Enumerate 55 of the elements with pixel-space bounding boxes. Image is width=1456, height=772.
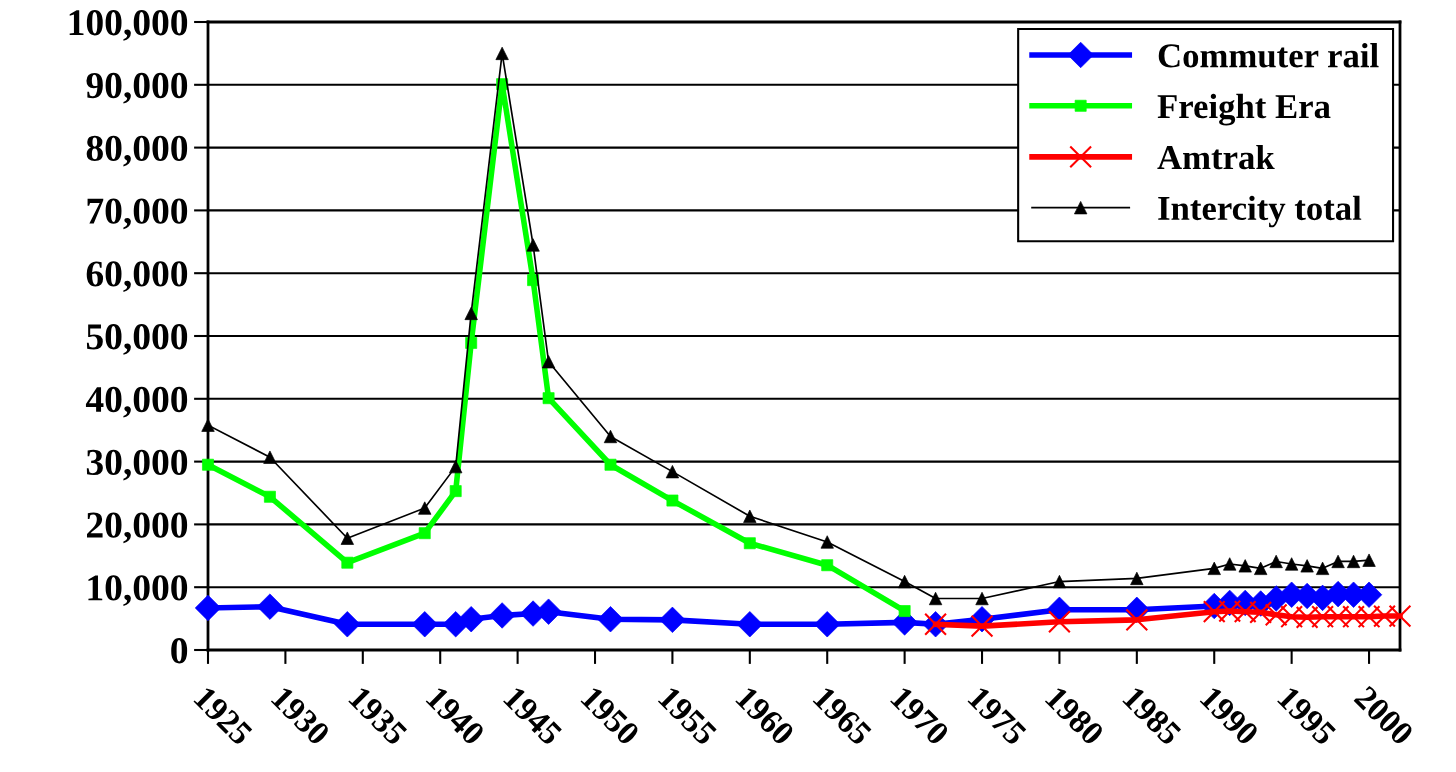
x-tick-label: 1965 bbox=[812, 685, 873, 747]
x-tick-label: 1975 bbox=[967, 685, 1028, 747]
x-tick-label: 1945 bbox=[502, 685, 564, 747]
point bbox=[1311, 605, 1335, 629]
y-tick-label: 90,000 bbox=[86, 72, 188, 104]
y-tick-label: 80,000 bbox=[86, 135, 188, 167]
x-tick-label: 1990 bbox=[1199, 685, 1260, 747]
y-tick-label: 100,000 bbox=[69, 10, 188, 41]
x-tick-label: 1985 bbox=[1122, 685, 1183, 747]
y-tick-label: 20,000 bbox=[87, 512, 188, 544]
point bbox=[1125, 608, 1149, 632]
legend-label: Commuter rail bbox=[1158, 43, 1379, 68]
x-tick-label: 1995 bbox=[1276, 685, 1338, 747]
x-tick-label: 1930 bbox=[270, 685, 331, 747]
point bbox=[1280, 605, 1304, 629]
point bbox=[1295, 605, 1319, 629]
legend-label: Intercity total bbox=[1158, 195, 1362, 228]
point bbox=[1218, 599, 1242, 623]
x-tick-label: 1970 bbox=[889, 685, 951, 747]
x-tick-label: 1935 bbox=[348, 685, 409, 747]
y-tick-label: 50,000 bbox=[86, 324, 188, 355]
y-tick-label: 0 bbox=[171, 638, 188, 664]
point bbox=[1202, 600, 1226, 624]
point bbox=[1254, 561, 1268, 575]
point bbox=[202, 458, 214, 471]
y-tick-label: 60,000 bbox=[86, 261, 188, 293]
point bbox=[464, 306, 478, 320]
x-tick-label: 1940 bbox=[425, 685, 486, 747]
y-tick-label: 10,000 bbox=[88, 575, 188, 607]
point bbox=[334, 611, 361, 638]
y-tick-label: 70,000 bbox=[87, 198, 188, 230]
point bbox=[1233, 600, 1257, 624]
legend-label: Amtrak bbox=[1157, 144, 1275, 170]
y-tick-label: 30,000 bbox=[86, 449, 188, 481]
x-tick-label: 1925 bbox=[193, 685, 254, 747]
y-tick-label: 40,000 bbox=[85, 386, 188, 418]
point bbox=[1342, 605, 1366, 629]
point bbox=[814, 611, 841, 638]
point bbox=[1373, 604, 1396, 628]
point bbox=[458, 606, 485, 633]
point bbox=[1346, 554, 1361, 569]
point bbox=[1326, 605, 1350, 629]
point bbox=[1388, 604, 1412, 628]
point bbox=[1249, 600, 1273, 624]
x-tick-label: 1955 bbox=[657, 685, 718, 747]
point bbox=[970, 614, 994, 638]
x-tick-label: 1960 bbox=[735, 685, 796, 747]
point bbox=[1269, 554, 1283, 569]
x-tick-label: 1950 bbox=[580, 685, 641, 747]
point bbox=[659, 606, 686, 633]
x-tick-label: 1980 bbox=[1044, 685, 1105, 747]
legend-label: Freight Era bbox=[1157, 93, 1331, 126]
point bbox=[1357, 605, 1381, 629]
point bbox=[1047, 610, 1071, 634]
point bbox=[1264, 603, 1288, 627]
